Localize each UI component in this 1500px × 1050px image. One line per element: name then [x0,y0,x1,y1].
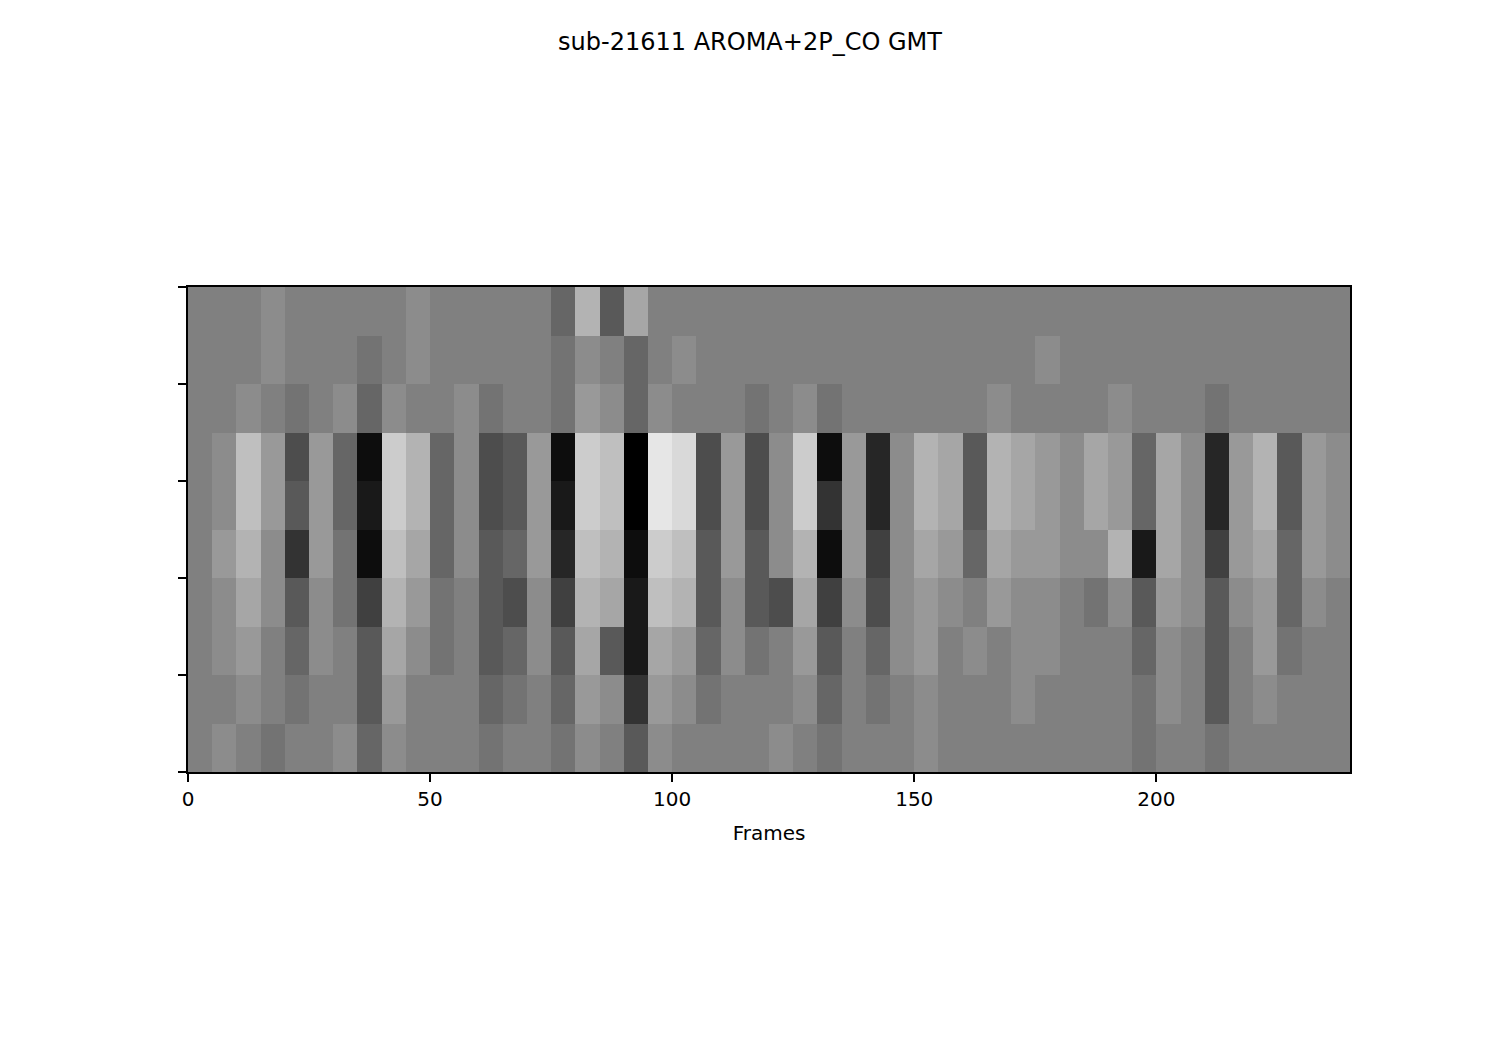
svg-text:sub-21611 AROMA+2P_CO GMT: sub-21611 AROMA+2P_CO GMT [558,28,942,56]
svg-text:150: 150 [895,787,933,811]
svg-text:50: 50 [417,787,442,811]
svg-text:0: 0 [182,787,195,811]
svg-text:100: 100 [653,787,691,811]
svg-text:Frames: Frames [733,821,806,845]
svg-text:200: 200 [1137,787,1175,811]
